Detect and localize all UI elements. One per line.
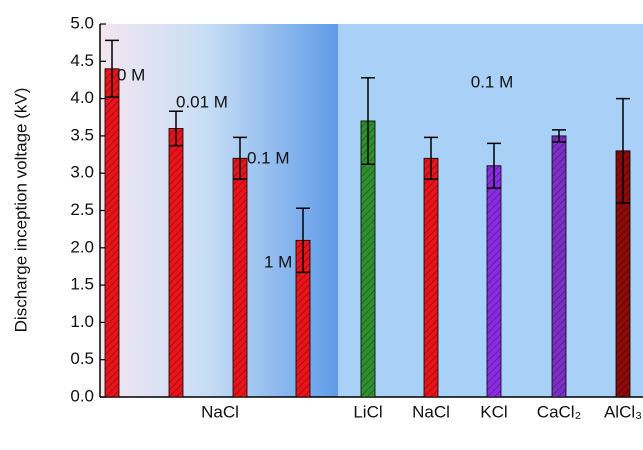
annotation: 0.1 M (247, 148, 290, 167)
y-tick-label: 1.0 (70, 312, 94, 331)
bar-hatch (424, 158, 438, 397)
group-label: NaCl (201, 402, 239, 421)
error-bar (169, 110, 183, 147)
bar-hatch (616, 150, 630, 397)
error-bar (105, 39, 119, 98)
error-bar (296, 207, 310, 274)
error-bar (424, 136, 438, 180)
error-bar (487, 142, 501, 189)
x-tick-label: KCl (480, 402, 507, 421)
bar-hatch (296, 240, 310, 397)
bar-hatch (233, 158, 247, 397)
error-bar (552, 129, 566, 143)
x-tick-label: LiCl (353, 402, 382, 421)
y-tick-label: 5.0 (70, 13, 94, 32)
y-tick-label: 4.0 (70, 88, 94, 107)
bar-hatch (487, 165, 501, 397)
y-tick-label: 2.5 (70, 200, 94, 219)
annotation: 0 M (117, 65, 145, 84)
y-tick-label: 2.0 (70, 237, 94, 256)
y-tick-label: 4.5 (70, 51, 94, 70)
x-tick-label: NaCl (412, 402, 450, 421)
y-tick-label: 0.0 (70, 386, 94, 405)
bar-hatch (169, 128, 183, 397)
x-tick-label: CaCl₂ (537, 402, 581, 421)
bar-hatch (105, 68, 119, 397)
annotation: 0.1 M (471, 72, 514, 91)
bar-hatch (361, 120, 375, 397)
bar-hatch (552, 135, 566, 397)
error-bar (361, 76, 375, 165)
annotation: 0.01 M (176, 92, 228, 111)
y-tick-label: 3.5 (70, 125, 94, 144)
annotation: 1 M (264, 252, 292, 271)
error-bar (233, 136, 247, 180)
y-tick-label: 0.5 (70, 349, 94, 368)
y-tick-label: 3.0 (70, 163, 94, 182)
y-tick-label: 1.5 (70, 275, 94, 294)
y-axis-title: Discharge inception voltage (kV) (11, 88, 30, 333)
x-tick-label: AlCl₃ (604, 402, 642, 421)
error-bar (616, 97, 630, 204)
